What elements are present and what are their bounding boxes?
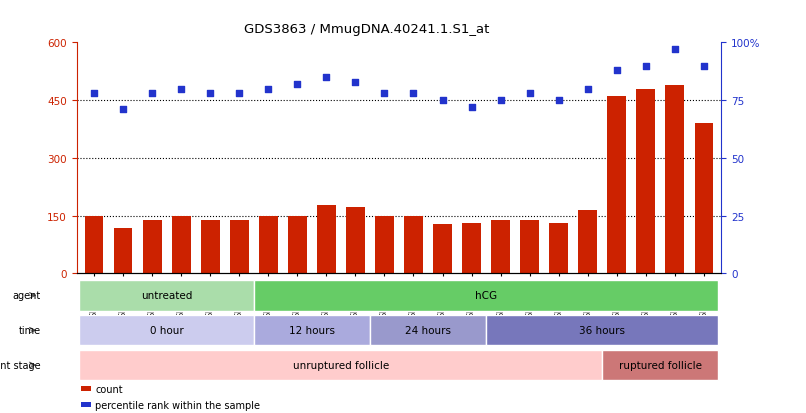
Text: ruptured follicle: ruptured follicle: [619, 360, 702, 370]
Bar: [608, 97, 626, 274]
Bar: [85, 216, 103, 274]
Point: [639, 63, 652, 70]
Text: percentile rank within the sample: percentile rank within the sample: [95, 399, 260, 410]
Bar: [259, 217, 278, 274]
Bar: [80, 280, 254, 311]
Bar: [695, 124, 713, 274]
Bar: [201, 221, 219, 274]
Text: agent: agent: [13, 291, 41, 301]
Bar: [114, 228, 132, 274]
Point: [117, 107, 130, 114]
Point: [610, 68, 623, 74]
Point: [697, 63, 710, 70]
Point: [146, 91, 159, 97]
Point: [88, 91, 101, 97]
Point: [581, 86, 594, 93]
Point: [320, 75, 333, 81]
Text: 24 hours: 24 hours: [405, 325, 451, 335]
Point: [552, 97, 565, 104]
Text: time: time: [19, 325, 41, 335]
Bar: [317, 205, 336, 274]
Text: count: count: [95, 384, 123, 394]
Text: 12 hours: 12 hours: [289, 325, 334, 335]
Bar: [433, 225, 452, 274]
Bar: [462, 224, 481, 274]
Bar: [486, 315, 718, 346]
Point: [465, 104, 478, 111]
Bar: [520, 220, 539, 274]
Point: [378, 91, 391, 97]
Point: [349, 79, 362, 86]
Bar: [370, 315, 486, 346]
Point: [668, 47, 681, 54]
Text: 0 hour: 0 hour: [150, 325, 184, 335]
Bar: [254, 315, 370, 346]
Bar: [602, 350, 718, 380]
Bar: [404, 216, 423, 274]
Text: 36 hours: 36 hours: [580, 325, 625, 335]
Text: hCG: hCG: [475, 291, 497, 301]
Point: [407, 91, 420, 97]
Bar: [666, 85, 684, 274]
Point: [494, 97, 507, 104]
Point: [233, 91, 246, 97]
Bar: [579, 211, 597, 274]
Bar: [491, 221, 510, 274]
Bar: [637, 90, 655, 274]
Text: untreated: untreated: [141, 291, 193, 301]
Point: [262, 86, 275, 93]
Point: [523, 91, 536, 97]
Bar: [254, 280, 718, 311]
Bar: [172, 216, 190, 274]
Point: [175, 86, 188, 93]
Bar: [549, 224, 568, 274]
Bar: [80, 350, 602, 380]
Bar: [80, 315, 254, 346]
Bar: [375, 217, 394, 274]
Text: unruptured follicle: unruptured follicle: [293, 360, 389, 370]
Point: [436, 97, 449, 104]
Bar: [288, 217, 307, 274]
Title: GDS3863 / MmugDNA.40241.1.S1_at: GDS3863 / MmugDNA.40241.1.S1_at: [244, 23, 489, 36]
Point: [291, 81, 304, 88]
Bar: [346, 208, 365, 274]
Point: [204, 91, 217, 97]
Text: development stage: development stage: [0, 360, 41, 370]
Bar: [143, 220, 161, 274]
Bar: [230, 221, 249, 274]
